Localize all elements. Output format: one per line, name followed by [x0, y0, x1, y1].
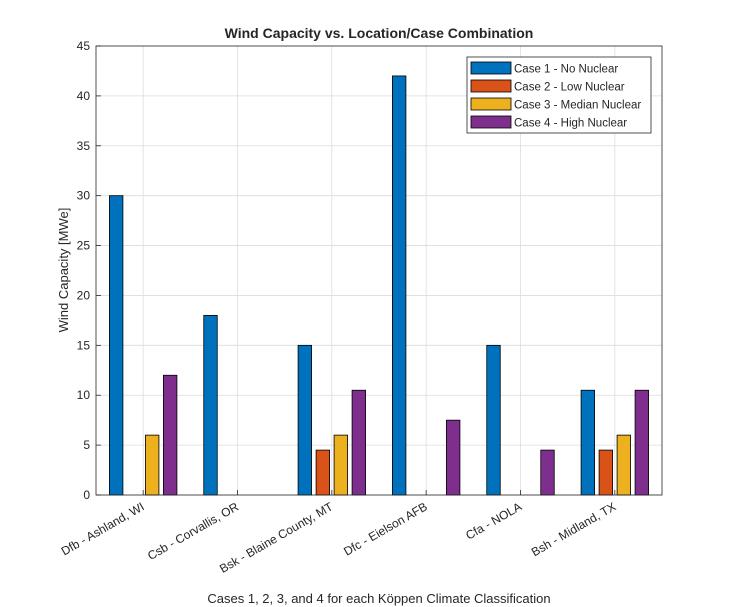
- y-tick-label: 25: [77, 239, 91, 253]
- axes-box: [95, 45, 663, 496]
- bar-case-4: [634, 389, 649, 496]
- y-tick-label: 10: [77, 388, 91, 402]
- legend-entry: Case 3 - Median Nuclear: [514, 100, 641, 112]
- bar-case-4: [446, 419, 461, 496]
- y-axis-label: Wind Capacity [MWe]: [56, 208, 71, 333]
- bar-case-1: [297, 344, 312, 496]
- legend-swatch: [470, 115, 512, 129]
- y-axis: 0 5 10 15 20 25 30 35 40 45: [77, 39, 101, 502]
- y-tick-label: 30: [77, 189, 91, 203]
- y-tick-label: 20: [77, 288, 91, 302]
- legend-entry: Case 1 - No Nuclear: [514, 64, 618, 76]
- legend-entry: Case 4 - High Nuclear: [514, 118, 627, 130]
- bar-case-3: [333, 434, 348, 496]
- legend-swatch: [470, 61, 512, 75]
- bar-case-4: [163, 374, 178, 496]
- grid: [96, 45, 662, 496]
- y-tick-label: 40: [77, 89, 91, 103]
- legend-swatch: [470, 79, 512, 93]
- y-tick-label: 35: [77, 139, 91, 153]
- bar-case-1: [486, 344, 501, 496]
- bar-case-1: [392, 75, 407, 496]
- bar-case-3: [616, 434, 631, 496]
- chart-title: Wind Capacity vs. Location/Case Combinat…: [225, 25, 534, 41]
- x-axis-label: Cases 1, 2, 3, and 4 for each Köppen Cli…: [207, 591, 550, 606]
- y-tick-label: 0: [83, 488, 90, 502]
- bar-case-2: [598, 449, 613, 496]
- bar-case-1: [109, 195, 124, 496]
- y-tick-label: 45: [77, 39, 91, 53]
- bar-case-3: [145, 434, 160, 496]
- y-tick-label: 5: [83, 438, 90, 452]
- bar-case-4: [351, 389, 366, 496]
- bar-case-1: [203, 314, 218, 496]
- bar-case-4: [540, 449, 555, 496]
- bar-case-2: [315, 449, 330, 496]
- bars: [109, 75, 649, 496]
- legend-swatch: [470, 97, 512, 111]
- legend-entry: Case 2 - Low Nuclear: [514, 82, 625, 94]
- bar-case-1: [580, 389, 595, 496]
- legend: Case 1 - No Nuclear Case 2 - Low Nuclear C…: [466, 56, 652, 134]
- y-tick-label: 15: [77, 338, 91, 352]
